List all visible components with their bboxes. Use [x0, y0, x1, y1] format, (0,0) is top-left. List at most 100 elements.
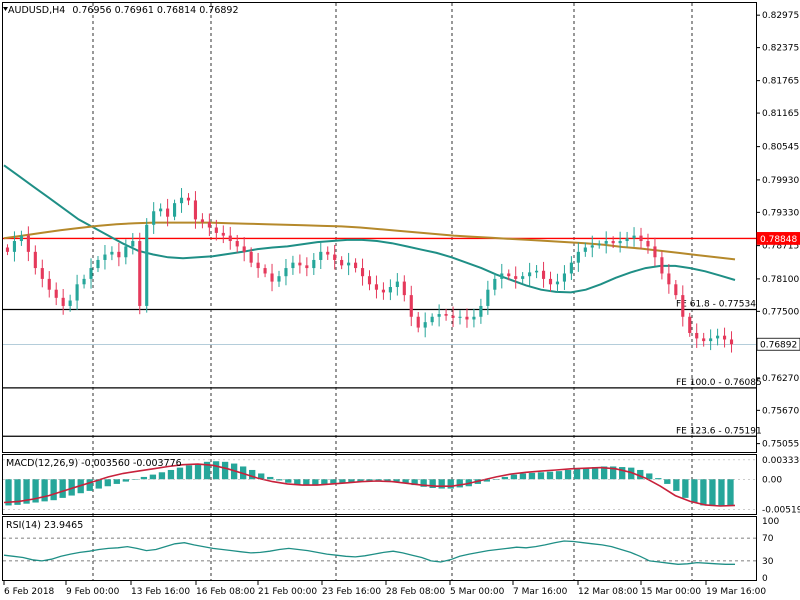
y-tick-label: 0.77500 [762, 307, 799, 317]
candle-body [729, 339, 734, 345]
macd-bar [95, 479, 102, 489]
x-tick-label: 13 Feb 16:00 [131, 587, 190, 597]
candle-body [5, 247, 10, 252]
macd-bar [194, 463, 202, 480]
macd-bar [158, 472, 166, 480]
y-tick-label: 0.75670 [762, 406, 799, 416]
candle-body [416, 316, 420, 328]
price-tag [756, 232, 800, 245]
price-tag [756, 337, 800, 351]
candle-body [597, 243, 601, 246]
y-tick-label: 0.80545 [762, 143, 799, 153]
fib-label: FE 123.6 - 0.75191 [676, 426, 762, 436]
price-tag-label: 0.78848 [760, 235, 797, 245]
macd-bar [384, 479, 391, 482]
time-axis: 6 Feb 2018 9 Feb 00:00 13 Feb 16:00 16 Feb … [3, 581, 766, 597]
candle-body [340, 259, 344, 266]
y-tick-label: 0.75055 [762, 440, 799, 450]
macd-bar [41, 479, 48, 502]
x-tick-label: 28 Feb 08:00 [386, 587, 445, 597]
candle-body [284, 268, 288, 277]
macd-bar [447, 479, 454, 489]
candle-body [653, 246, 657, 258]
x-tick-label: 6 Feb 2018 [4, 587, 55, 597]
x-tick-label: 7 Mar 16:00 [513, 587, 568, 597]
macd-bar [691, 479, 698, 503]
candle-body [632, 235, 636, 239]
candle-body [646, 241, 650, 247]
rsi-tick-label: 70 [762, 534, 774, 544]
x-tick-label: 23 Feb 16:00 [322, 587, 381, 597]
macd-tick-label: 0.00 [762, 475, 782, 485]
candle-body [117, 251, 121, 258]
macd-tick-label: -0.005196 [762, 505, 800, 515]
candle-body [667, 273, 671, 285]
x-tick-label: 21 Feb 00:00 [258, 587, 317, 597]
macd-bar [528, 472, 536, 480]
candle-body [548, 278, 553, 285]
candle-body [576, 251, 580, 263]
header-dropdown-icon[interactable] [3, 7, 8, 11]
candle-body [68, 300, 72, 306]
candle-body [500, 273, 504, 279]
ohlc-label: 0.76956 0.76961 0.76814 0.76892 [72, 5, 238, 16]
macd-bar [375, 479, 382, 481]
candle-body [54, 289, 58, 298]
candle-body [625, 238, 629, 242]
macd-bar [185, 465, 193, 480]
macd-bar [23, 479, 30, 504]
candle-body [688, 316, 692, 333]
candle-body [674, 284, 678, 296]
macd-bar [519, 473, 527, 480]
candle-body [61, 297, 65, 306]
macd-bar [655, 478, 662, 480]
macd-panel-frame [2, 454, 757, 515]
macd-bar [664, 479, 671, 484]
candle-body [347, 262, 351, 266]
candle-body [207, 222, 211, 228]
candle-body [103, 254, 107, 260]
candle-body [354, 262, 358, 269]
macd-bar [555, 471, 563, 480]
candle-body [716, 335, 720, 339]
rsi-tick-label: 100 [762, 517, 779, 527]
macd-histogram: 0.003336 0.00 -0.005196 [3, 456, 800, 515]
y-tick-label: 0.82975 [762, 11, 799, 21]
macd-bar [582, 467, 590, 480]
candle-body [709, 338, 713, 342]
candle-body [507, 273, 511, 277]
macd-bar [393, 479, 400, 482]
price-candles [5, 188, 734, 353]
vertical-gridlines [92, 3, 693, 580]
macd-bar [628, 467, 635, 480]
candle-body [402, 281, 406, 296]
candle-body [228, 235, 232, 242]
candle-body [186, 197, 191, 201]
candle-body [173, 203, 177, 217]
macd-bar [5, 479, 12, 506]
candle-body [200, 219, 204, 223]
candle-body [89, 268, 93, 279]
candle-body [535, 270, 539, 273]
x-tick-label: 15 Mar 00:00 [641, 587, 701, 597]
rsi-series-line [3, 540, 735, 565]
y-tick-label: 0.79330 [762, 208, 799, 218]
price-axis: 0.82975 0.82375 0.81765 0.81165 0.80545 0.799… [756, 11, 800, 450]
macd-bar [646, 473, 653, 480]
macd-bar [86, 479, 93, 491]
candle-body [277, 276, 281, 282]
macd-bar [339, 479, 346, 483]
macd-bar [357, 479, 364, 482]
candle-body [409, 295, 413, 317]
macd-bar [366, 479, 373, 482]
macd-bar [167, 469, 175, 480]
candle-body [381, 289, 385, 293]
candle-body [249, 251, 253, 263]
candle-body [291, 262, 295, 269]
macd-bar [32, 479, 39, 503]
candle-body [437, 314, 441, 317]
candle-body [611, 241, 615, 244]
candle-body [221, 232, 225, 236]
macd-bar [402, 479, 409, 484]
macd-bar [501, 476, 509, 480]
